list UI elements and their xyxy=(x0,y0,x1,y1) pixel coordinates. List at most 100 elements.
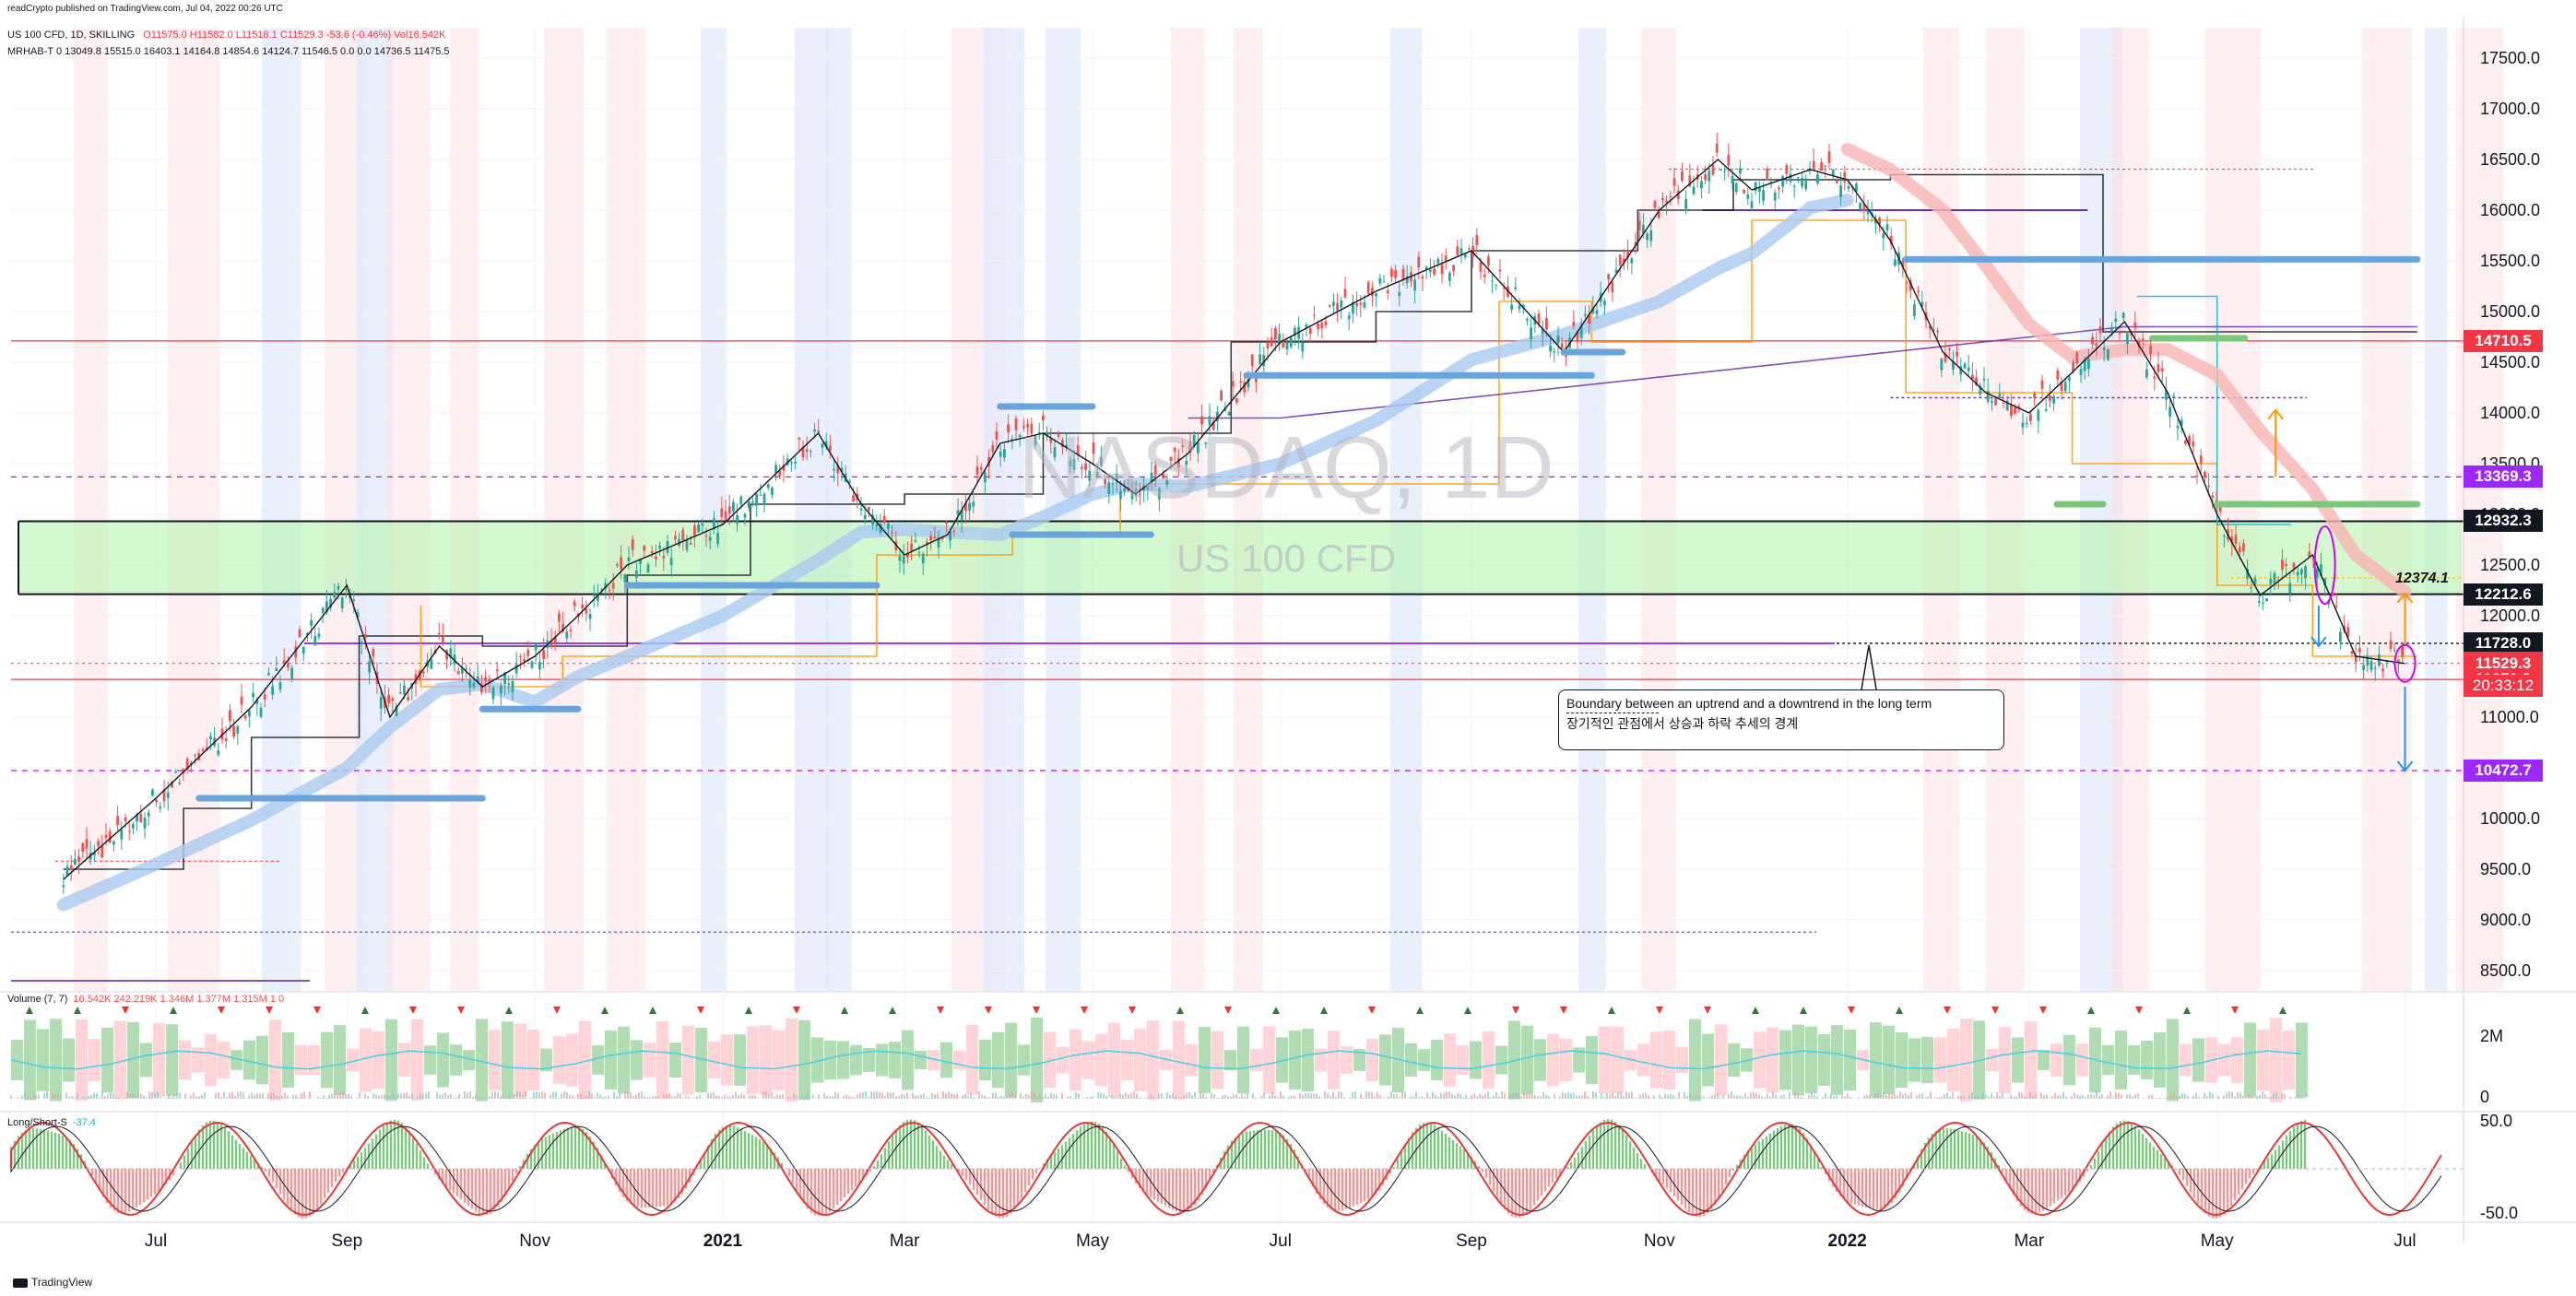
volume-area xyxy=(1069,1029,1081,1091)
volume-panel: 2M 0 xyxy=(10,1007,2503,1106)
volume-area xyxy=(928,1049,939,1071)
candle-body xyxy=(2334,606,2338,607)
candle-body xyxy=(1588,313,1591,324)
up-marker-icon xyxy=(361,1007,369,1014)
volume-area xyxy=(786,1018,798,1102)
volume-area xyxy=(837,1041,849,1079)
candle-body xyxy=(743,513,747,518)
volume-area xyxy=(1521,1025,1533,1095)
thick-blue-levels xyxy=(195,255,2421,802)
candle-body xyxy=(1285,342,1289,349)
callout-line-2: 장기적인 관점에서 상승과 하락 추세의 경계 xyxy=(1566,716,1799,731)
y-tick-label: 14500.0 xyxy=(2480,353,2540,371)
candle-body xyxy=(1340,300,1343,308)
candle-body xyxy=(2184,440,2187,444)
candle-body xyxy=(104,834,108,838)
volume-area xyxy=(631,1040,643,1080)
candle-body xyxy=(356,612,360,618)
down-marker-icon xyxy=(1128,1007,1136,1014)
magenta-oval-small xyxy=(2393,643,2416,683)
candle-body xyxy=(1827,151,1831,163)
y-tick-label: 12000.0 xyxy=(2480,607,2540,625)
candle-body xyxy=(2281,560,2284,571)
candle-body xyxy=(631,539,634,550)
volume-area xyxy=(1754,1031,1766,1089)
candle-body xyxy=(232,725,236,737)
candle-body xyxy=(1049,437,1053,443)
candle-body xyxy=(1556,336,1560,344)
candle-body xyxy=(581,604,585,608)
candle-body xyxy=(1502,288,1506,289)
down-marker-icon xyxy=(218,1007,225,1014)
blue-band xyxy=(1390,28,1423,991)
candle-body xyxy=(1862,204,1866,212)
candle-body xyxy=(975,466,979,475)
volume-area xyxy=(463,1050,475,1070)
blue-band xyxy=(356,28,394,991)
candle-body xyxy=(287,664,290,668)
candle-body xyxy=(162,789,166,802)
candle-body xyxy=(224,738,228,741)
step-line-3 xyxy=(2136,295,2291,525)
candle-body xyxy=(585,608,588,614)
red-band xyxy=(1641,28,1677,991)
indicator-line: MRHAB-T 0 13049.8 15515.0 16403.1 14164.… xyxy=(7,46,450,57)
volume-area xyxy=(2231,1037,2243,1083)
candle-body xyxy=(2253,578,2257,584)
volume-area xyxy=(1044,1031,1056,1089)
candle-body xyxy=(1003,449,1006,458)
candle-body xyxy=(1053,447,1057,458)
candle-body xyxy=(949,531,952,541)
candle-body xyxy=(1169,456,1173,462)
candle-body xyxy=(1294,327,1296,336)
candle-body xyxy=(461,667,464,674)
candle-body xyxy=(887,523,890,529)
volume-area xyxy=(140,1043,152,1078)
tradingview-footer: TradingView xyxy=(13,1276,92,1289)
red-band xyxy=(2456,28,2504,991)
candle-body xyxy=(2242,543,2245,552)
candle-body xyxy=(352,599,356,601)
volume-area xyxy=(411,1019,423,1102)
volume-area xyxy=(1586,1036,1598,1084)
candle-body xyxy=(1320,322,1324,329)
candle-body xyxy=(2091,336,2095,345)
candle-body xyxy=(2300,569,2303,575)
candle-body xyxy=(1975,377,1979,386)
y-tick-label: 16000.0 xyxy=(2480,201,2540,219)
price-label: 12932.3 xyxy=(2464,510,2543,533)
watermark-sub: US 100 CFD xyxy=(1176,536,1396,580)
candle-body xyxy=(2269,578,2273,584)
volume-area xyxy=(2038,1049,2050,1071)
candle-body xyxy=(569,630,573,632)
candle-body xyxy=(1982,378,1986,381)
candle-body xyxy=(1139,494,1141,496)
candle-body xyxy=(2218,504,2222,513)
red-band xyxy=(74,28,109,991)
candle-body xyxy=(2126,333,2129,345)
volume-area xyxy=(1947,1028,1959,1092)
candle-body xyxy=(62,885,65,888)
candle-body xyxy=(1336,302,1340,312)
candle-body xyxy=(2068,377,2071,381)
volume-area xyxy=(1986,1048,1998,1072)
up-marker-icon xyxy=(649,1007,656,1014)
candle-body xyxy=(77,856,81,862)
candle-body xyxy=(898,556,902,561)
candle-body xyxy=(1347,315,1351,320)
candle-body xyxy=(732,501,735,513)
candle-body xyxy=(171,781,173,788)
blue-band xyxy=(1578,28,1606,991)
candle-body xyxy=(2145,369,2148,378)
up-marker-icon xyxy=(1896,1007,1903,1014)
symbol-line: US 100 CFD, 1D, SKILLING O11575.0 H11582… xyxy=(7,29,451,41)
candle-body xyxy=(724,511,727,520)
volume-area xyxy=(1276,1037,1288,1083)
volume-area xyxy=(1560,1038,1572,1082)
candle-body xyxy=(778,470,782,477)
volume-area xyxy=(824,1040,836,1080)
y-tick-label: 10000.0 xyxy=(2480,809,2540,828)
candle-body xyxy=(271,686,275,695)
volume-area xyxy=(1663,1031,1675,1090)
